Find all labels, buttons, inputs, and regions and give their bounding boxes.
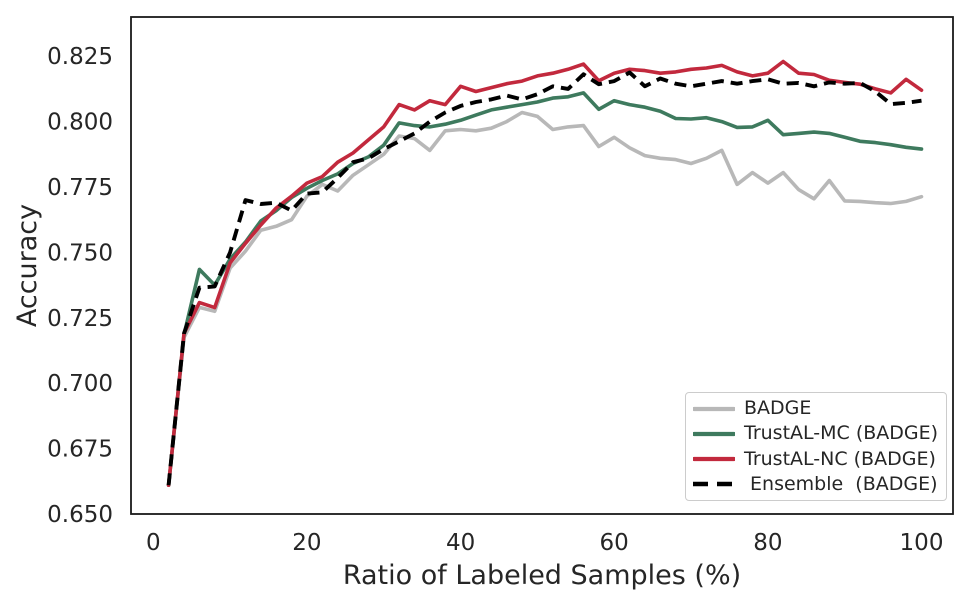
trustal-nc-line-swatch <box>693 457 735 462</box>
y-tick-label: 0.800 <box>47 110 113 136</box>
legend-label-trustal-mc: TrustAL-MC (BADGE) <box>744 422 939 445</box>
legend-item-ensemble: Ensemble (BADGE) <box>693 472 940 497</box>
legend-item-trustal-mc: TrustAL-MC (BADGE) <box>693 421 940 446</box>
y-tick-label: 0.675 <box>47 437 113 463</box>
y-tick-label: 0.750 <box>47 240 113 266</box>
series-line-trustal-nc <box>166 59 924 488</box>
legend-item-badge: BADGE <box>693 396 940 421</box>
series-line-badge <box>166 110 924 488</box>
legend-label-badge: BADGE <box>744 397 812 420</box>
y-axis-label: Accuracy <box>12 204 43 327</box>
y-tick-label: 0.650 <box>47 502 113 528</box>
legend-label-trustal-nc: TrustAL-NC (BADGE) <box>744 447 936 470</box>
x-tick-label: 0 <box>146 530 161 556</box>
y-tick-label: 0.700 <box>47 371 113 397</box>
legend-label-ensemble: Ensemble (BADGE) <box>744 472 938 495</box>
series-line-ensemble <box>166 70 922 486</box>
plot-frame <box>130 16 954 515</box>
x-tick-label: 100 <box>900 530 944 556</box>
x-axis-label: Ratio of Labeled Samples (%) <box>343 560 741 591</box>
y-tick-label: 0.825 <box>47 44 113 70</box>
ensemble-dashed-line-swatch <box>693 482 735 487</box>
x-tick-label: 80 <box>753 530 782 556</box>
x-tick-label: 40 <box>446 530 475 556</box>
y-tick-label: 0.775 <box>47 175 113 201</box>
legend: BADGE TrustAL-MC (BADGE) TrustAL-NC (BAD… <box>685 392 947 501</box>
legend-item-trustal-nc: TrustAL-NC (BADGE) <box>693 447 940 472</box>
x-tick-label: 60 <box>600 530 629 556</box>
x-tick-label: 20 <box>292 530 321 556</box>
y-tick-label: 0.725 <box>47 306 113 332</box>
trustal-mc-line-swatch <box>693 431 735 436</box>
badge-line-swatch <box>693 406 735 411</box>
